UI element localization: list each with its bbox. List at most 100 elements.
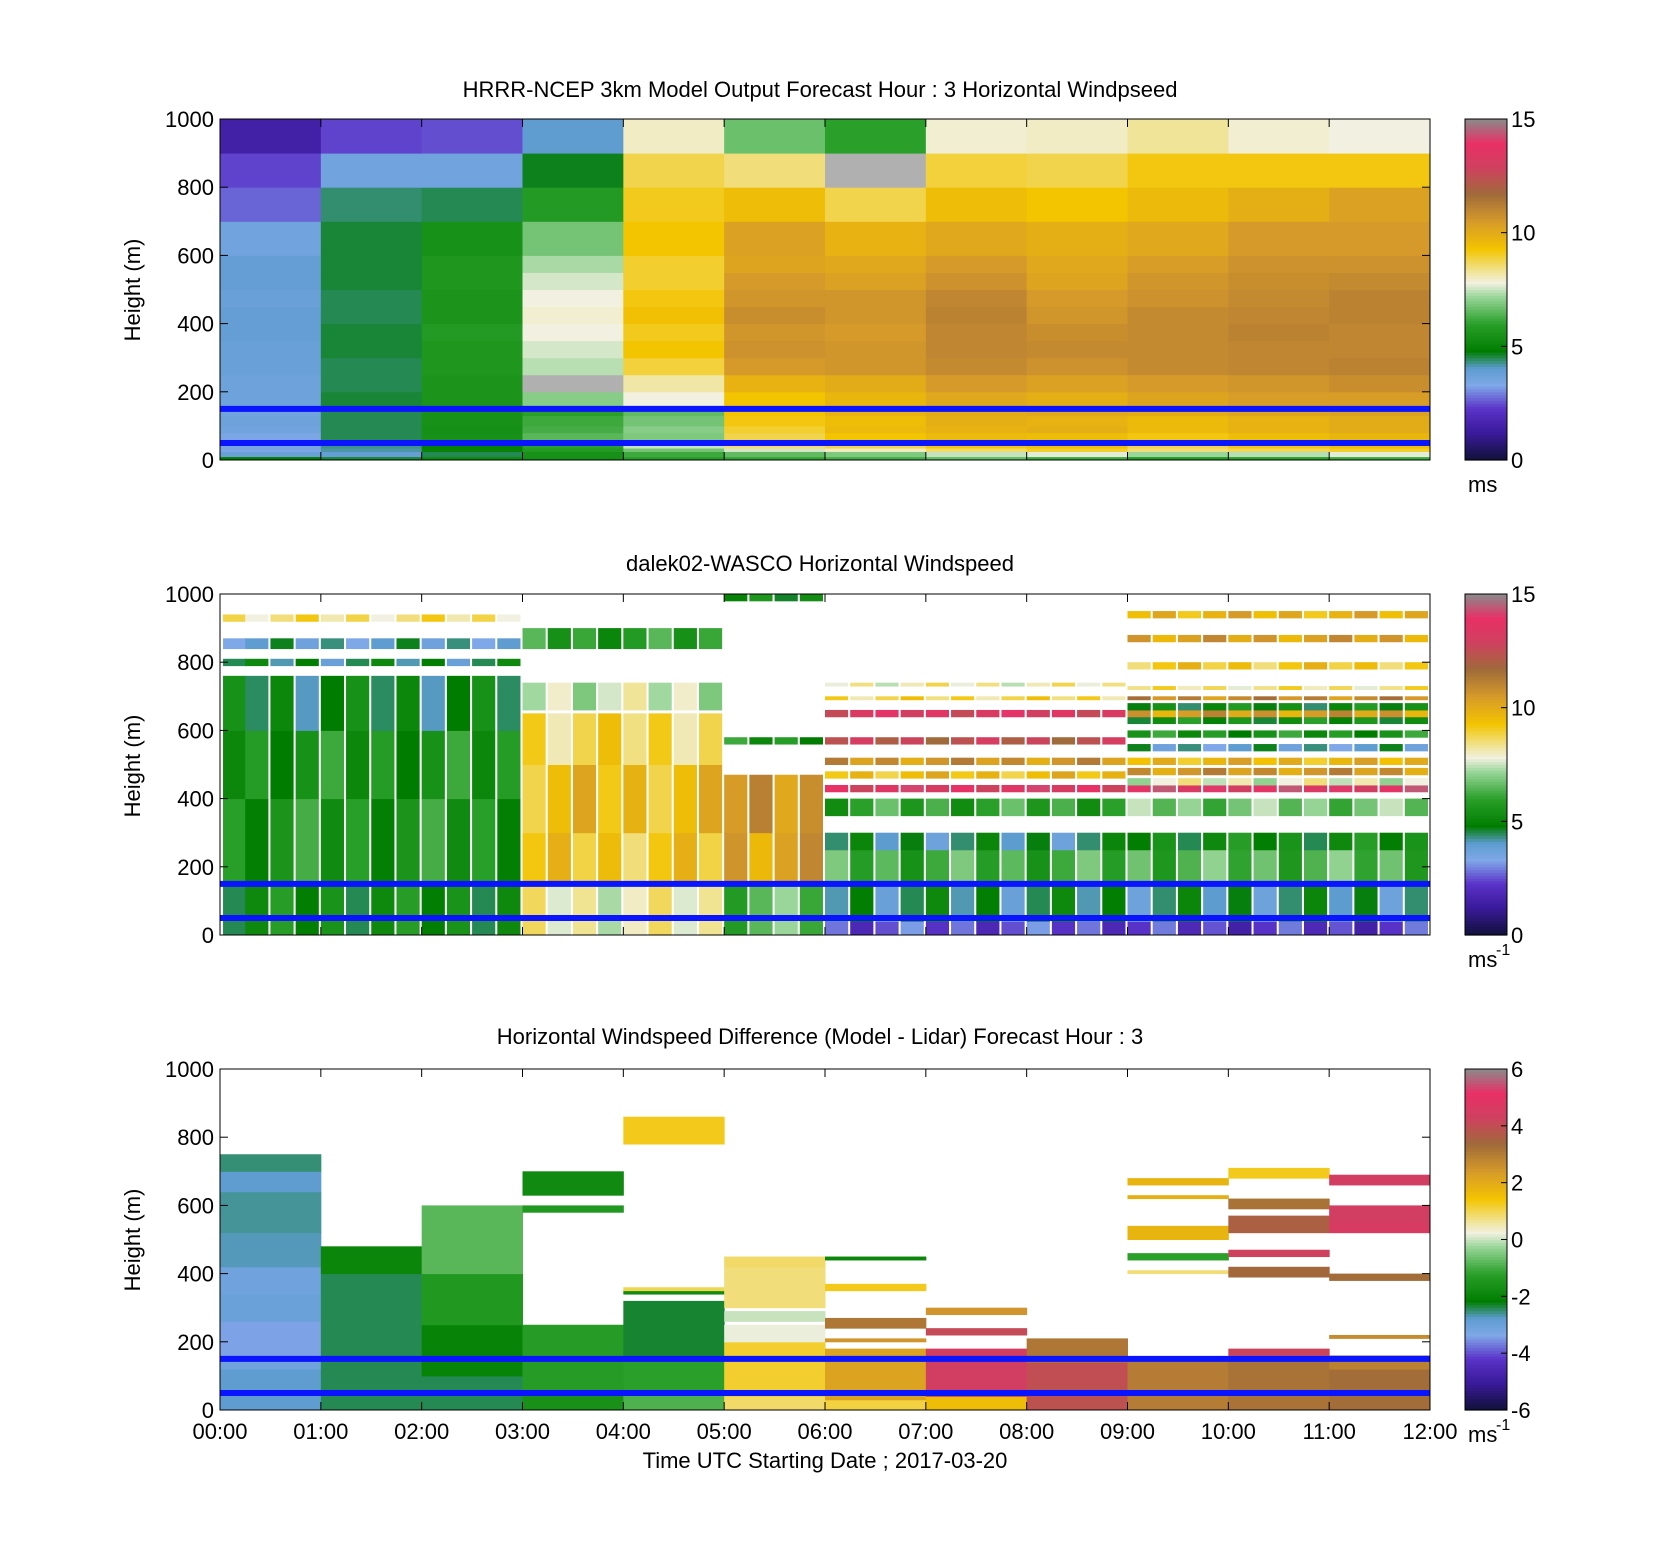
colorbar-segment xyxy=(1465,1134,1507,1138)
heatmap-cell xyxy=(1329,716,1353,725)
colorbar-segment xyxy=(1465,414,1507,418)
heatmap-cell xyxy=(1077,696,1101,701)
heatmap-cell xyxy=(774,594,798,602)
heatmap-cell xyxy=(421,187,523,222)
colorbar-segment xyxy=(1465,781,1507,785)
colorbar-segment xyxy=(1465,371,1507,376)
colorbar-segment xyxy=(1465,767,1507,771)
heatmap-cell xyxy=(371,675,395,731)
heatmap-cell xyxy=(598,713,622,765)
y-tick-label: 600 xyxy=(177,718,214,743)
heatmap-cell xyxy=(1127,1195,1229,1200)
colorbar-segment xyxy=(1465,920,1507,925)
heatmap-cell xyxy=(1177,611,1202,619)
colorbar-segment xyxy=(1465,1245,1507,1249)
heatmap-cell xyxy=(1026,289,1128,308)
heatmap-cell xyxy=(421,444,523,449)
heatmap-cell xyxy=(522,448,624,452)
colorbar-segment xyxy=(1465,1137,1507,1141)
heatmap-cell xyxy=(320,289,423,308)
colorbar-segment xyxy=(1465,653,1507,658)
heatmap-cell xyxy=(1177,662,1202,670)
heatmap-cell xyxy=(1228,832,1252,851)
colorbar-segment xyxy=(1465,1125,1507,1130)
colorbar-segment xyxy=(1465,1140,1507,1144)
colorbar-segment xyxy=(1465,1145,1507,1150)
heatmap-cell xyxy=(1303,662,1328,670)
heatmap-cell xyxy=(1177,832,1202,851)
heatmap-cell xyxy=(1354,767,1378,776)
colorbar-segment xyxy=(1465,138,1507,143)
colorbar-segment xyxy=(1465,1182,1507,1187)
heatmap-cell xyxy=(1379,784,1403,793)
heatmap-cell xyxy=(220,255,322,273)
heatmap-cell xyxy=(320,730,345,800)
heatmap-cell xyxy=(1404,798,1428,817)
colorbar-segment xyxy=(1465,1313,1507,1317)
colorbar-unit-exponent: -1 xyxy=(1496,942,1510,959)
colorbar-segment xyxy=(1465,175,1507,180)
heatmap-cell xyxy=(421,255,523,273)
heatmap-cell xyxy=(1127,634,1151,643)
heatmap-cell xyxy=(547,628,571,650)
heatmap-cell xyxy=(1026,391,1128,406)
colorbar-segment xyxy=(1465,1094,1507,1099)
heatmap-cell xyxy=(421,221,523,256)
heatmap-cell xyxy=(1303,921,1328,936)
heatmap-cell xyxy=(1228,456,1330,461)
heatmap-cell xyxy=(472,675,496,731)
heatmap-cell xyxy=(925,221,1028,256)
heatmap-cell xyxy=(1228,425,1330,434)
colorbar-segment xyxy=(1465,650,1507,655)
heatmap-cell xyxy=(1329,662,1353,670)
x-tick-label: 06:00 xyxy=(797,1419,852,1444)
heatmap-cell xyxy=(522,323,624,342)
y-tick-label: 200 xyxy=(177,855,214,880)
heatmap-cell xyxy=(1127,1270,1229,1275)
colorbar-segment xyxy=(1465,878,1507,882)
heatmap-cell xyxy=(1228,357,1330,376)
heatmap-cell xyxy=(320,448,423,452)
colorbar-tick-label: 2 xyxy=(1511,1171,1523,1196)
heatmap-cell xyxy=(1228,340,1330,359)
heatmap-cell xyxy=(522,340,624,359)
heatmap-cell xyxy=(1177,849,1202,885)
colorbar-segment xyxy=(1465,164,1507,168)
colorbar-segment xyxy=(1465,1370,1507,1374)
colorbar-segment xyxy=(1465,619,1507,624)
heatmap-cell xyxy=(850,798,874,817)
heatmap-cell xyxy=(1303,730,1328,738)
colorbar-segment xyxy=(1465,716,1507,720)
heatmap-cell xyxy=(1329,221,1431,256)
x-tick-label: 09:00 xyxy=(1100,1419,1155,1444)
heatmap-cell xyxy=(825,709,849,718)
heatmap-cell xyxy=(623,391,725,406)
heatmap-cell xyxy=(1278,744,1302,752)
heatmap-cell xyxy=(1127,883,1151,922)
y-tick-label: 200 xyxy=(177,380,214,405)
heatmap-cell xyxy=(1026,456,1128,461)
colorbar-segment xyxy=(1465,642,1507,646)
colorbar-segment xyxy=(1465,676,1507,680)
heatmap-cell xyxy=(421,638,445,650)
heatmap-cell xyxy=(1354,778,1378,786)
heatmap-cell xyxy=(1329,1222,1431,1234)
heatmap-cell xyxy=(1329,425,1431,434)
heatmap-cell xyxy=(900,682,924,687)
colorbar-segment xyxy=(1465,895,1507,899)
heatmap-cell xyxy=(421,323,523,342)
heatmap-cell xyxy=(1026,682,1050,687)
heatmap-cell xyxy=(1177,798,1202,817)
colorbar-segment xyxy=(1465,1321,1507,1326)
heatmap-cell xyxy=(850,784,874,793)
heatmap-cell xyxy=(1329,432,1431,441)
heatmap-cell xyxy=(724,425,826,434)
heatmap-cell xyxy=(724,374,826,393)
heatmap-cell xyxy=(825,272,927,290)
colorbar-segment xyxy=(1465,929,1507,933)
colorbar-segment xyxy=(1465,386,1507,390)
heatmap-cell xyxy=(623,448,725,452)
heatmap-cell xyxy=(1404,757,1428,765)
colorbar-segment xyxy=(1465,795,1507,800)
heatmap-cell xyxy=(245,638,269,650)
